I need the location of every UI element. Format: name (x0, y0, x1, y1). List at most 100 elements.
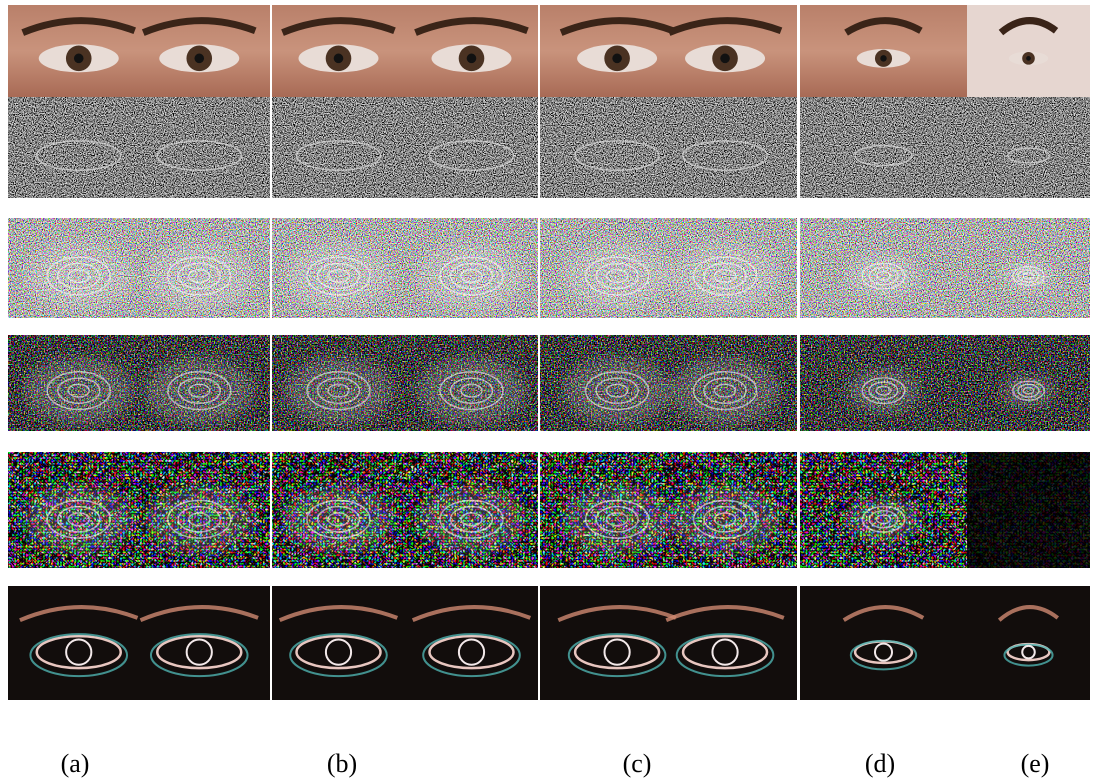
glow (847, 497, 921, 542)
pupil (1026, 56, 1031, 61)
image-tile (800, 586, 967, 700)
glow (563, 242, 672, 309)
image-tile (967, 335, 1090, 431)
panel-label: (a) (61, 749, 90, 778)
glow (563, 486, 672, 553)
tile-content (8, 452, 270, 568)
tile-content (967, 218, 1090, 318)
image-tile (800, 452, 967, 568)
tile-content (800, 452, 967, 568)
image-tile (8, 218, 270, 318)
tile-content (800, 97, 967, 198)
figure: (a) (b) (c) (d) (e) (0, 0, 1099, 784)
glow (417, 242, 526, 309)
noise (800, 97, 967, 198)
tile-content (272, 218, 538, 318)
tile-content (272, 5, 538, 97)
glow (563, 357, 672, 424)
image-grid (8, 5, 1090, 700)
tile-content (800, 586, 967, 700)
glow (24, 357, 133, 424)
image-tile (540, 452, 797, 568)
tile-content (967, 335, 1090, 431)
glow (417, 357, 526, 424)
dim (967, 452, 1090, 568)
image-tile (800, 335, 967, 431)
tile-content (800, 335, 967, 431)
pupil (612, 54, 622, 64)
image-tile (272, 218, 538, 318)
tile-content (540, 452, 797, 568)
image-tile (967, 218, 1090, 318)
noise (272, 97, 538, 198)
glow (847, 368, 921, 413)
tile-content (272, 586, 538, 700)
image-tile (272, 335, 538, 431)
tile-content (540, 97, 797, 198)
image-tile (540, 218, 797, 318)
tile-content (540, 218, 797, 318)
image-tile (967, 5, 1090, 97)
image-tile (8, 452, 270, 568)
tile-content (272, 335, 538, 431)
glow (670, 242, 779, 309)
image-tile (272, 586, 538, 700)
glow (417, 486, 526, 553)
tile-content (967, 452, 1090, 568)
tile-content (272, 452, 538, 568)
image-tile (540, 335, 797, 431)
tile-content (272, 97, 538, 198)
image-tile (800, 97, 967, 198)
glow (284, 486, 393, 553)
tile-content (8, 97, 270, 198)
tile-content (967, 586, 1090, 700)
glow (145, 357, 254, 424)
pupil (720, 54, 730, 64)
tile-content (800, 5, 967, 97)
glow (145, 486, 254, 553)
tile-content (540, 586, 797, 700)
noise (967, 97, 1090, 198)
image-tile (540, 97, 797, 198)
glow (284, 357, 393, 424)
image-tile (800, 218, 967, 318)
tile-content (967, 97, 1090, 198)
bg (272, 586, 538, 700)
panel-label: (d) (865, 749, 895, 778)
image-tile (967, 586, 1090, 700)
tile-content (967, 5, 1090, 97)
pupil (194, 54, 204, 64)
image-tile (967, 97, 1090, 198)
image-tile (272, 5, 538, 97)
tile-content (8, 218, 270, 318)
glow (145, 242, 254, 309)
glow (24, 486, 133, 553)
noise (540, 97, 797, 198)
image-tile (8, 97, 270, 198)
glow (1001, 374, 1055, 407)
bg (8, 586, 270, 700)
image-tile (272, 452, 538, 568)
tile-content (540, 335, 797, 431)
image-tile (967, 452, 1090, 568)
tile-content (540, 5, 797, 97)
image-tile (8, 335, 270, 431)
tile-content (800, 218, 967, 318)
glow (1001, 259, 1055, 292)
tile-content (8, 5, 270, 97)
image-tile (800, 5, 967, 97)
glow (670, 486, 779, 553)
tile-content (8, 586, 270, 700)
glow (670, 357, 779, 424)
pupil (334, 54, 344, 64)
tile-content (8, 335, 270, 431)
panel-label: (b) (327, 749, 357, 778)
panel-label: (e) (1021, 749, 1050, 778)
image-tile (540, 586, 797, 700)
pupil (880, 55, 886, 61)
pupil (467, 54, 477, 64)
image-tile (272, 97, 538, 198)
noise (8, 97, 270, 198)
image-tile (8, 586, 270, 700)
glow (847, 253, 921, 298)
